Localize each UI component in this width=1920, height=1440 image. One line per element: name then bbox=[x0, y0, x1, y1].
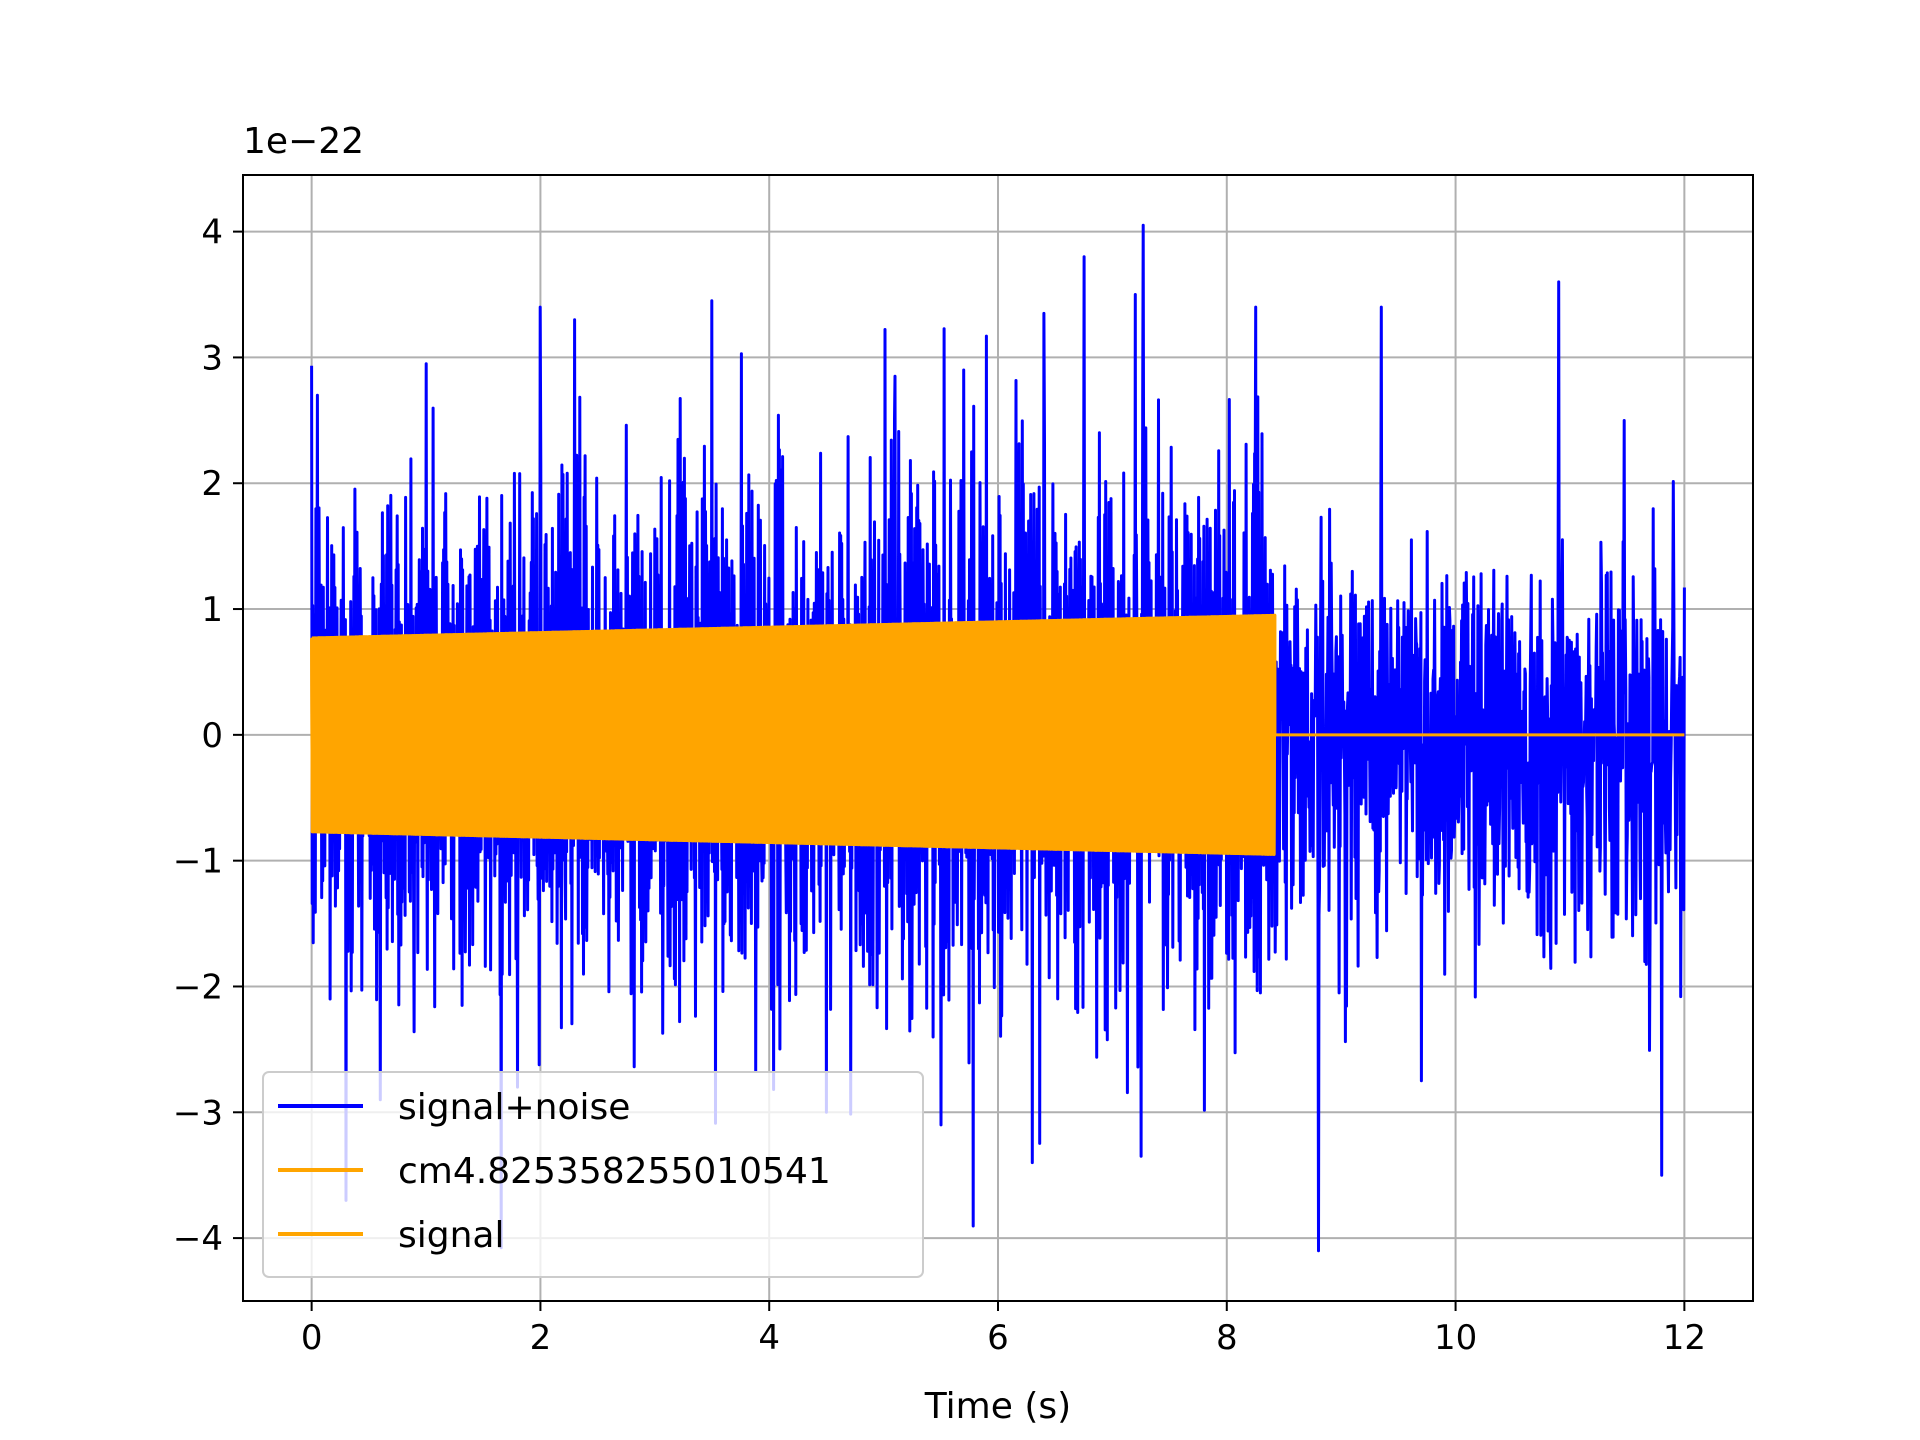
x-tick-label: 8 bbox=[1216, 1318, 1238, 1358]
x-tick-label: 4 bbox=[758, 1318, 780, 1358]
series-layer bbox=[310, 223, 1686, 1253]
x-axis-ticks: 0 2 4 6 8 10 12 bbox=[301, 1301, 1706, 1358]
x-tick-label: 2 bbox=[530, 1318, 552, 1358]
x-axis-label: Time (s) bbox=[924, 1386, 1071, 1427]
y-tick-label: 4 bbox=[201, 213, 223, 253]
y-tick-label: −1 bbox=[173, 842, 223, 882]
y-axis-ticks: −4 −3 −2 −1 0 1 2 3 4 bbox=[173, 213, 243, 1259]
legend-box bbox=[262, 1071, 924, 1278]
x-tick-label: 6 bbox=[987, 1318, 1009, 1358]
x-tick-label: 0 bbox=[301, 1318, 323, 1358]
y-tick-label: −2 bbox=[173, 967, 223, 1007]
legend-label: cm4.825358255010541 bbox=[398, 1151, 831, 1192]
y-tick-label: −3 bbox=[173, 1093, 223, 1133]
y-tick-label: 3 bbox=[201, 338, 223, 378]
y-tick-label: 0 bbox=[201, 716, 223, 756]
y-tick-label: 2 bbox=[201, 464, 223, 504]
legend-label: signal bbox=[398, 1215, 505, 1256]
x-tick-label: 12 bbox=[1663, 1318, 1706, 1358]
y-offset-text: 1e−22 bbox=[243, 121, 364, 162]
signal-series bbox=[310, 613, 1685, 856]
legend: signal+noise cm4.825358255010541 signal bbox=[262, 1071, 924, 1278]
y-tick-label: −4 bbox=[173, 1219, 223, 1259]
x-tick-label: 10 bbox=[1434, 1318, 1477, 1358]
y-tick-label: 1 bbox=[201, 590, 223, 630]
legend-label: signal+noise bbox=[398, 1087, 630, 1128]
